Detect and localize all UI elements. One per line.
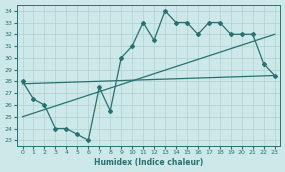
X-axis label: Humidex (Indice chaleur): Humidex (Indice chaleur) [94, 158, 203, 167]
